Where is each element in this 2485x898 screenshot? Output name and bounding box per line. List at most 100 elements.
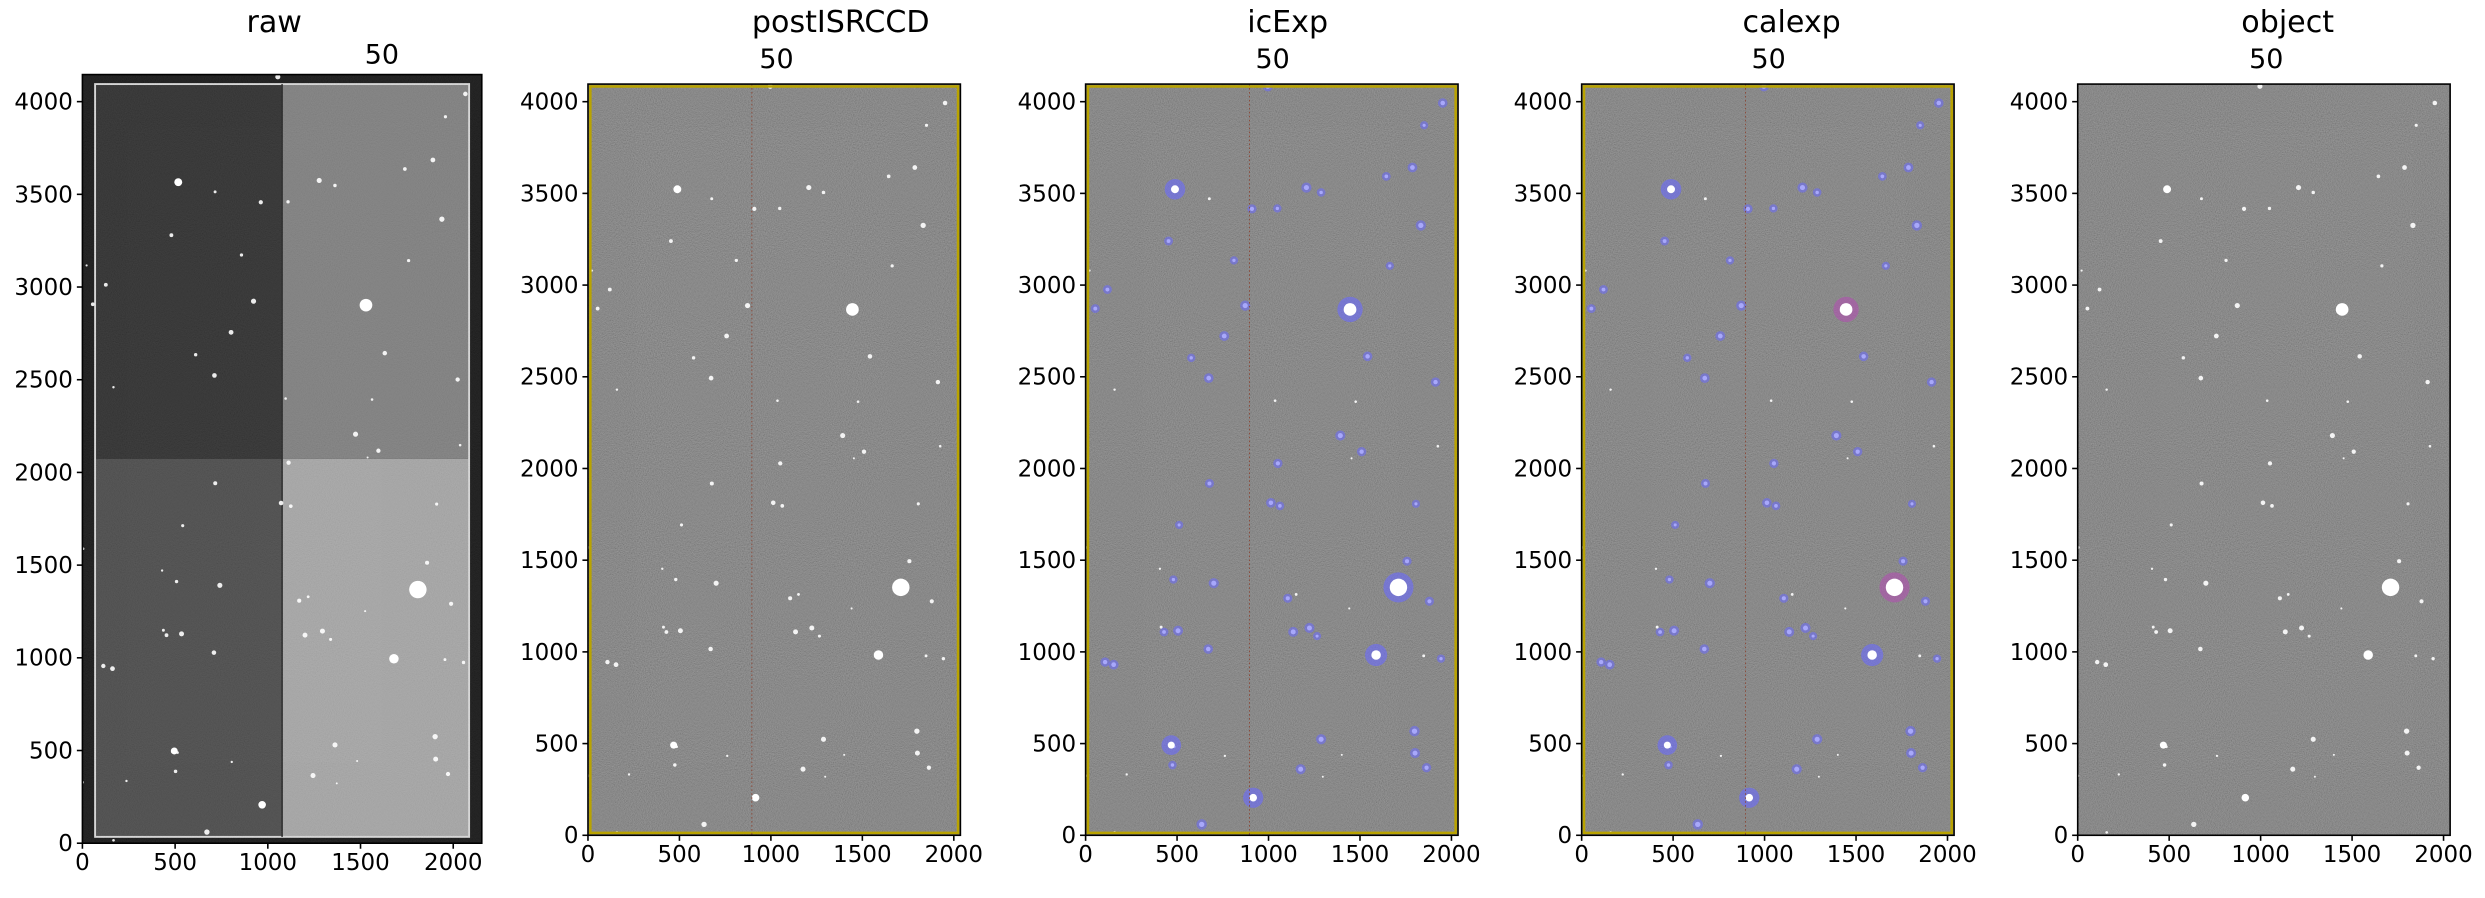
star [463, 91, 468, 97]
y-tick-label: 3000 [2010, 273, 2068, 299]
star [2095, 659, 2100, 665]
detection [1683, 353, 1692, 363]
star [2198, 646, 2203, 652]
star [297, 598, 302, 603]
star [734, 258, 738, 263]
star [409, 580, 427, 599]
star [376, 448, 381, 453]
y-tick-label: 2500 [2010, 365, 2068, 391]
star [1850, 400, 1854, 403]
star [286, 460, 291, 465]
star [103, 282, 108, 287]
star [2410, 222, 2416, 229]
star [352, 431, 359, 437]
detection [1715, 331, 1726, 341]
star [2351, 449, 2356, 454]
detection [1905, 725, 1916, 737]
star [770, 500, 776, 506]
detection [1229, 256, 1239, 265]
star [824, 775, 827, 778]
detection [1743, 204, 1753, 214]
star [193, 353, 198, 357]
detection [1926, 377, 1937, 387]
x-tick-label: 2000 [1918, 842, 1976, 868]
star [2167, 628, 2173, 634]
star [752, 206, 757, 211]
y-tick-label: 2500 [1018, 365, 1076, 391]
star [679, 523, 684, 527]
star [2403, 728, 2410, 734]
detection [1917, 763, 1928, 773]
y-tick-label: 500 [2024, 732, 2068, 758]
x-tick-label: 1000 [1239, 842, 1297, 868]
star [669, 239, 673, 243]
star [793, 629, 799, 635]
star [1167, 741, 1175, 749]
axes-frame [81, 73, 483, 844]
detection [1736, 300, 1747, 311]
panel-title: object [2241, 5, 2334, 40]
detection [1409, 725, 1420, 737]
star [286, 200, 290, 204]
star [458, 443, 462, 447]
x-tick-label: 2000 [925, 842, 983, 868]
star [914, 750, 920, 756]
y-tick-label: 1000 [1514, 640, 1572, 666]
star [709, 481, 714, 486]
detection [1186, 353, 1196, 363]
noise [587, 84, 961, 836]
star [278, 500, 284, 506]
detection [1920, 596, 1931, 606]
detection [1203, 644, 1214, 654]
star [1932, 444, 1936, 448]
star [169, 233, 174, 238]
detection [1266, 497, 1276, 508]
star [1769, 399, 1773, 402]
x-tick-label: 0 [2070, 842, 2085, 868]
axes-frame [1580, 83, 1955, 837]
detection [1812, 734, 1823, 745]
star [370, 398, 374, 401]
x-tick-label: 1500 [1827, 842, 1885, 868]
detection [1604, 659, 1615, 670]
star [664, 630, 669, 634]
star [1343, 303, 1357, 316]
star [461, 660, 466, 665]
noise [1085, 84, 1459, 836]
star [2159, 741, 2167, 749]
star [90, 302, 95, 307]
star [230, 760, 233, 764]
star [2198, 375, 2204, 381]
star [2431, 656, 2435, 661]
star [319, 628, 325, 634]
y-tick-label: 4000 [520, 90, 578, 116]
detection [1283, 593, 1293, 603]
image [82, 74, 482, 844]
x-tick-label: 500 [153, 850, 197, 876]
detection [1196, 819, 1207, 830]
star [2257, 84, 2263, 89]
panel-title: raw [246, 5, 301, 40]
star [2181, 356, 2186, 360]
x-tick-label: 2000 [2414, 842, 2472, 868]
x-tick-label: 500 [2147, 842, 2191, 868]
star [2213, 333, 2219, 339]
detection [1655, 627, 1665, 637]
star [820, 736, 827, 742]
detection [1699, 373, 1710, 383]
star [275, 74, 281, 80]
star [288, 504, 293, 509]
star [389, 653, 399, 664]
star [101, 663, 106, 669]
panel-title: postISRCCD [752, 5, 930, 40]
star [2260, 500, 2266, 506]
y-tick-label: 1000 [2010, 640, 2068, 666]
y-tick-label: 0 [58, 831, 73, 857]
axes-frame [587, 83, 962, 837]
star [2313, 775, 2316, 778]
star [1885, 578, 1904, 597]
detection [1411, 499, 1421, 508]
y-tick-label: 500 [29, 738, 73, 764]
star [1839, 303, 1853, 316]
detection [1704, 578, 1715, 589]
